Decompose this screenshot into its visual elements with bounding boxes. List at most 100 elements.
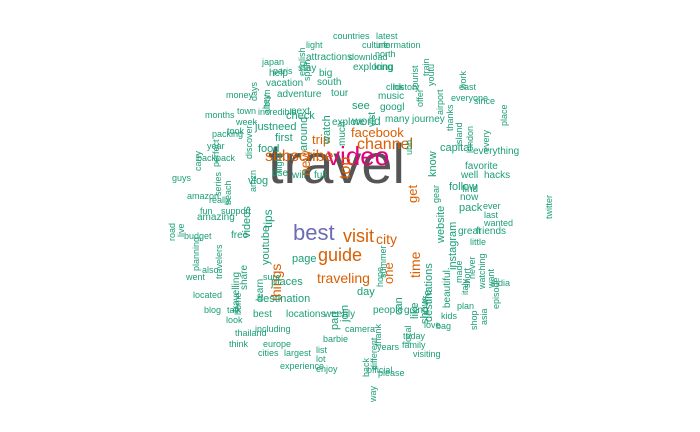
word-world: world	[352, 114, 381, 128]
word-money: money	[226, 90, 254, 100]
word-vlog: vlog	[248, 175, 269, 187]
word-italy: italy	[460, 278, 470, 295]
word-tourist: tourist	[410, 65, 420, 90]
word-amzn: amzn	[248, 169, 258, 192]
word-north: north	[375, 49, 396, 59]
word-destination: destination	[257, 293, 311, 305]
word-download: download	[349, 52, 388, 62]
word-discover: discover	[244, 125, 254, 159]
word-free: free	[231, 230, 249, 241]
word-city: city	[376, 231, 397, 247]
word-amazon: amazon	[187, 191, 220, 201]
word-countries: countries	[333, 31, 370, 41]
word-vist: vist	[367, 112, 378, 127]
word-live: live	[176, 223, 186, 237]
word-exploring: exploring	[353, 62, 394, 73]
word-since: since	[474, 96, 496, 106]
word-plan: plan	[457, 301, 475, 311]
word-place: place	[499, 104, 509, 126]
word-back: back	[361, 357, 371, 377]
word-different: different	[369, 337, 379, 370]
word-everyone: everyone	[451, 93, 489, 103]
word-history: history	[393, 82, 420, 92]
word-including: including	[255, 324, 291, 334]
word-next: next	[291, 106, 310, 117]
word-tips: tips	[261, 209, 275, 228]
word-latest: latest	[376, 31, 398, 41]
word-flight: flight	[274, 153, 284, 173]
word-music: music	[378, 91, 405, 102]
word-beach: beach	[223, 180, 233, 205]
word-everything: everything	[473, 146, 520, 157]
word-really: really	[209, 195, 231, 205]
word-east: east	[459, 82, 477, 92]
word-learn: learn	[255, 278, 266, 301]
word-trip: trip	[312, 132, 331, 147]
word-incredible: incredible	[258, 107, 297, 117]
word-twitter: twitter	[544, 194, 554, 219]
word-home: home	[233, 292, 243, 315]
word-backpack: backpack	[197, 153, 236, 163]
word-places: places	[271, 276, 303, 288]
word-support: support	[221, 206, 252, 216]
word-every: every	[481, 129, 491, 152]
word-facebook: facebook	[351, 125, 404, 140]
word-official: official	[367, 365, 393, 375]
word-work: work	[458, 70, 468, 90]
word-youtube: youtube	[260, 225, 272, 265]
word-follow: follow	[449, 181, 478, 193]
word-favorite: favorite	[465, 161, 498, 172]
word-help: help	[269, 68, 288, 79]
word-took: took	[227, 126, 245, 136]
word-know: know	[427, 151, 439, 177]
word-light: light	[306, 40, 323, 50]
word-think: think	[229, 339, 249, 349]
word-love: love	[424, 320, 441, 330]
word-stay: stay	[298, 63, 317, 74]
word-first: first	[275, 132, 293, 144]
word-summer: summer	[378, 245, 388, 278]
word-blog: blog	[204, 305, 222, 315]
word-video: video	[327, 141, 390, 171]
word-will: will	[292, 170, 306, 181]
word-traveling: traveling	[317, 270, 370, 286]
word-people: people	[373, 305, 404, 316]
word-cities: cities	[258, 348, 279, 358]
word-lot: lot	[316, 354, 326, 364]
word-album: album	[262, 89, 272, 114]
word-channel: channel	[357, 136, 414, 153]
word-island: island	[454, 122, 464, 146]
word-friends: friends	[476, 226, 507, 237]
word-guys: guys	[172, 173, 192, 183]
word-largest: largest	[284, 348, 312, 358]
word-list: list	[316, 345, 327, 355]
word-paris: paris	[273, 66, 293, 76]
word-talk: talk	[227, 305, 242, 315]
word-thailand: thailand	[235, 328, 267, 338]
word-need: need	[272, 121, 297, 133]
word-beautiful: beautiful	[442, 270, 453, 308]
word-shop: shop	[469, 310, 479, 330]
word-enjoy: enjoy	[316, 364, 338, 374]
word-find: find	[462, 184, 479, 195]
word-going: going	[404, 305, 429, 316]
word-check: check	[286, 110, 315, 122]
word-look: look	[226, 315, 243, 325]
word-ever: ever	[483, 201, 501, 211]
word-fun: fun	[200, 206, 213, 216]
word-get: get	[405, 184, 420, 203]
word-capital: capital	[440, 142, 472, 154]
word-please: please	[378, 368, 405, 378]
word-travel: travel	[268, 132, 405, 195]
word-road: road	[167, 222, 177, 241]
word-journey: journey	[412, 114, 445, 125]
word-vacation: vacation	[266, 78, 304, 89]
word-located: located	[193, 290, 223, 300]
word-ubb: ubb	[404, 139, 414, 155]
word-planning: planning	[191, 236, 201, 271]
word-subscribe: subscribe	[265, 148, 334, 165]
word-best: best	[253, 309, 272, 320]
word-year: year	[207, 141, 225, 151]
word-adventure: adventure	[277, 89, 322, 100]
